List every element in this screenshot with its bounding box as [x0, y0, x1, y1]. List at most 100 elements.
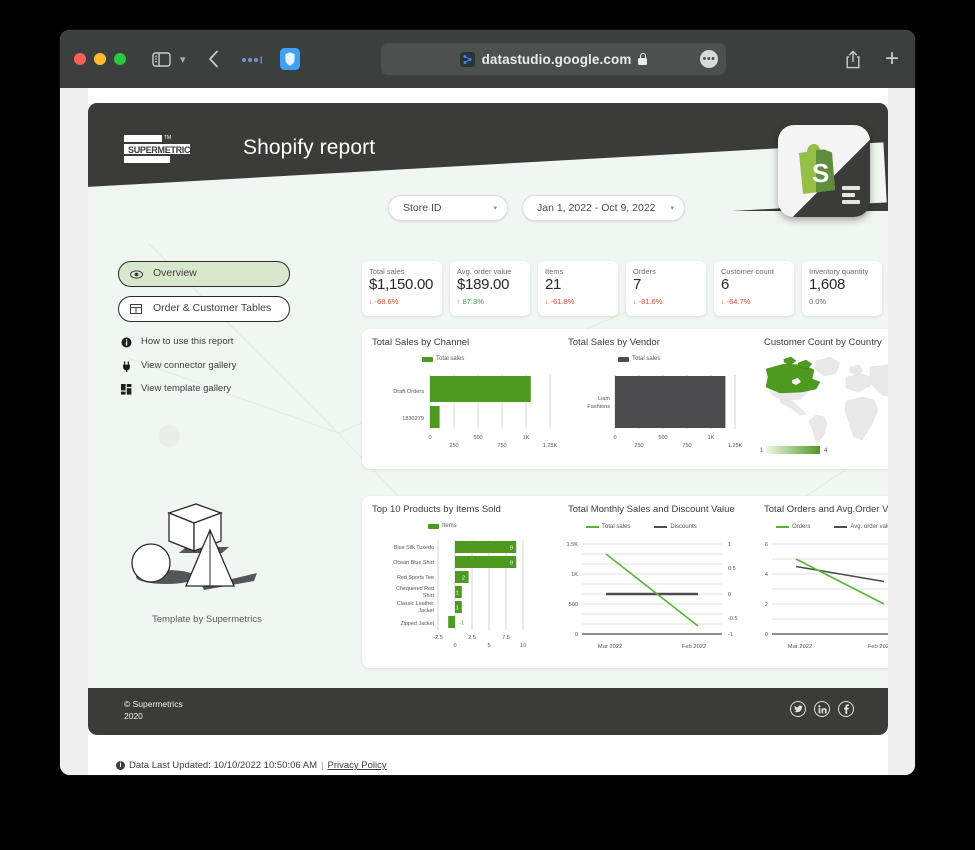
- bar-value-label: 1: [456, 591, 459, 597]
- scorecard-caption: Inventory quantity: [809, 267, 869, 276]
- svg-text:0: 0: [428, 435, 431, 441]
- facebook-icon[interactable]: [838, 701, 854, 717]
- back-chevron-icon[interactable]: [208, 50, 219, 68]
- chart-title: Total Sales by Vendor: [568, 337, 660, 348]
- total-sales-by-channel-chart[interactable]: Total Sales by Channel Total sales: [362, 329, 558, 469]
- scorecard-value: 7: [633, 276, 642, 293]
- monthly-sales-discount-chart[interactable]: Total Monthly Sales and Discount Value T…: [558, 496, 754, 668]
- twitter-icon[interactable]: [790, 701, 806, 717]
- svg-text:10: 10: [520, 643, 526, 649]
- logo-wordmark: SUPERMETRICS: [128, 144, 196, 155]
- scorecard-delta: ↓ -61.8%: [545, 296, 575, 306]
- grid-icon: [121, 384, 132, 399]
- top-10-products-chart[interactable]: Top 10 Products by Items Sold Items: [362, 496, 558, 668]
- logo-tm: TM: [164, 135, 172, 141]
- scorecard-avg-order-value[interactable]: Avg. order value $189.00 ↑ 87.3%: [450, 261, 530, 316]
- linkedin-icon[interactable]: [814, 701, 830, 717]
- shield-extension-icon[interactable]: [279, 47, 301, 71]
- chart-title: Customer Count by Country: [764, 337, 882, 348]
- maximize-window-button[interactable]: [114, 53, 126, 65]
- legend-label: Total sales: [602, 524, 631, 530]
- scorecard-value: 6: [721, 276, 730, 293]
- svg-text:0: 0: [575, 632, 578, 638]
- svg-text:1.5K: 1.5K: [566, 542, 578, 548]
- svg-text:Draft Orders: Draft Orders: [393, 389, 424, 395]
- store-id-filter[interactable]: Store ID ▾: [388, 195, 508, 221]
- total-sales-by-vendor-chart[interactable]: Total Sales by Vendor Total sales Lia: [558, 329, 754, 469]
- svg-text:Blue Silk Tuxedo: Blue Silk Tuxedo: [394, 545, 434, 551]
- document-canvas: TM SUPERMETRICS Shopify report S: [88, 88, 888, 775]
- nav-overview-label: Overview: [153, 267, 197, 280]
- nav-order-customer-tables[interactable]: Order & Customer Tables: [118, 296, 290, 322]
- scorecard-caption: Avg. order value: [457, 267, 512, 276]
- svg-text:750: 750: [497, 443, 506, 449]
- bar-value-label: 9: [510, 546, 513, 552]
- chart-legend: Total sales: [422, 356, 464, 362]
- svg-text:Jacket: Jacket: [418, 608, 434, 614]
- share-icon[interactable]: [845, 50, 861, 69]
- table-icon: [130, 304, 143, 314]
- date-range-filter[interactable]: Jan 1, 2022 - Oct 9, 2022 ▾: [522, 195, 685, 221]
- template-gallery-link-label: View template gallery: [141, 383, 232, 395]
- connector-gallery-link[interactable]: View connector gallery: [118, 360, 290, 376]
- scorecard-customer-count[interactable]: Customer count 6 ↓ -64.7%: [714, 261, 794, 316]
- plus-icon[interactable]: +: [884, 45, 899, 72]
- charts-row-2: Top 10 Products by Items Sold Items: [362, 496, 888, 668]
- shopify-logo: S: [778, 125, 870, 217]
- svg-text:-1: -1: [728, 632, 733, 638]
- scorecard-delta: ↓ -64.7%: [721, 296, 751, 306]
- datastudio-favicon: [459, 51, 475, 67]
- scorecard-delta-value: -61.8%: [550, 296, 575, 306]
- scorecard-delta-value: -81.6%: [638, 296, 663, 306]
- svg-text:Fashions: Fashions: [587, 404, 610, 410]
- scorecard-value: 21: [545, 276, 562, 293]
- map-legend-max: 4: [824, 448, 828, 454]
- how-to-use-link[interactable]: How to use this report: [118, 336, 290, 352]
- minimize-window-button[interactable]: [94, 53, 106, 65]
- customer-count-by-country-chart[interactable]: Customer Count by Country: [754, 329, 888, 469]
- scorecard-items[interactable]: Items 21 ↓ -61.8%: [538, 261, 618, 316]
- address-bar[interactable]: datastudio.google.com •••: [381, 43, 726, 75]
- scorecard-total-sales[interactable]: Total sales $1,150.00 ↓ -68.6%: [362, 261, 442, 316]
- svg-text:500: 500: [473, 435, 482, 441]
- scorecard-inventory-quantity[interactable]: Inventory quantity 1,608 0.0%: [802, 261, 882, 316]
- svg-text:750: 750: [682, 443, 691, 449]
- svg-text:2: 2: [765, 602, 768, 608]
- nav-order-customer-tables-label: Order & Customer Tables: [153, 302, 272, 315]
- svg-text:5: 5: [487, 643, 490, 649]
- titlebar-right-actions: +: [845, 47, 899, 71]
- svg-text:7.5: 7.5: [502, 635, 510, 641]
- chevron-down-icon[interactable]: ▾: [180, 53, 186, 66]
- svg-text:250: 250: [449, 443, 458, 449]
- scorecard-orders[interactable]: Orders 7 ↓ -81.6%: [626, 261, 706, 316]
- geometric-shapes-illustration: [124, 503, 284, 605]
- map-legend-min: 1: [760, 448, 764, 454]
- nav-overview[interactable]: Overview: [118, 261, 290, 287]
- bar-value-label: 9: [510, 561, 513, 567]
- legend-label: Total sales: [436, 356, 465, 362]
- orders-aov-chart[interactable]: Total Orders and Avg.Order Value Orders …: [754, 496, 888, 668]
- chart-title: Total Orders and Avg.Order Value: [764, 504, 888, 515]
- svg-text:4: 4: [765, 572, 768, 578]
- page-settings-button[interactable]: •••: [700, 50, 718, 68]
- eye-icon: [130, 269, 143, 279]
- privacy-policy-link[interactable]: Privacy Policy: [327, 760, 387, 771]
- chart-legend: Total sales Discounts: [586, 524, 697, 530]
- report-header: TM SUPERMETRICS Shopify report: [88, 103, 888, 247]
- sidebar-toggle-icon[interactable]: [152, 51, 171, 67]
- scorecard-value: 1,608: [809, 276, 846, 293]
- report-sidebar-links: How to use this report View connector ga…: [118, 336, 290, 399]
- svg-text:0: 0: [613, 435, 616, 441]
- report-filters: Store ID ▾ Jan 1, 2022 - Oct 9, 2022 ▾: [388, 195, 685, 221]
- extensions-overflow-icon[interactable]: [241, 51, 263, 68]
- store-id-filter-label: Store ID: [403, 202, 442, 214]
- close-window-button[interactable]: [74, 53, 86, 65]
- svg-text:Shirt: Shirt: [423, 593, 435, 599]
- copyright-line-2: 2020: [124, 710, 143, 721]
- svg-text:Mar 2022: Mar 2022: [788, 644, 813, 650]
- last-updated-text: Data Last Updated: 10/10/2022 10:50:06 A…: [129, 760, 318, 771]
- template-gallery-link[interactable]: View template gallery: [118, 383, 290, 399]
- scorecard-value: $189.00: [457, 276, 510, 293]
- chart-plot: Draft Orders 1830279 0 250 500 750 1K 1.…: [393, 375, 558, 449]
- shopify-report: TM SUPERMETRICS Shopify report S: [88, 103, 888, 735]
